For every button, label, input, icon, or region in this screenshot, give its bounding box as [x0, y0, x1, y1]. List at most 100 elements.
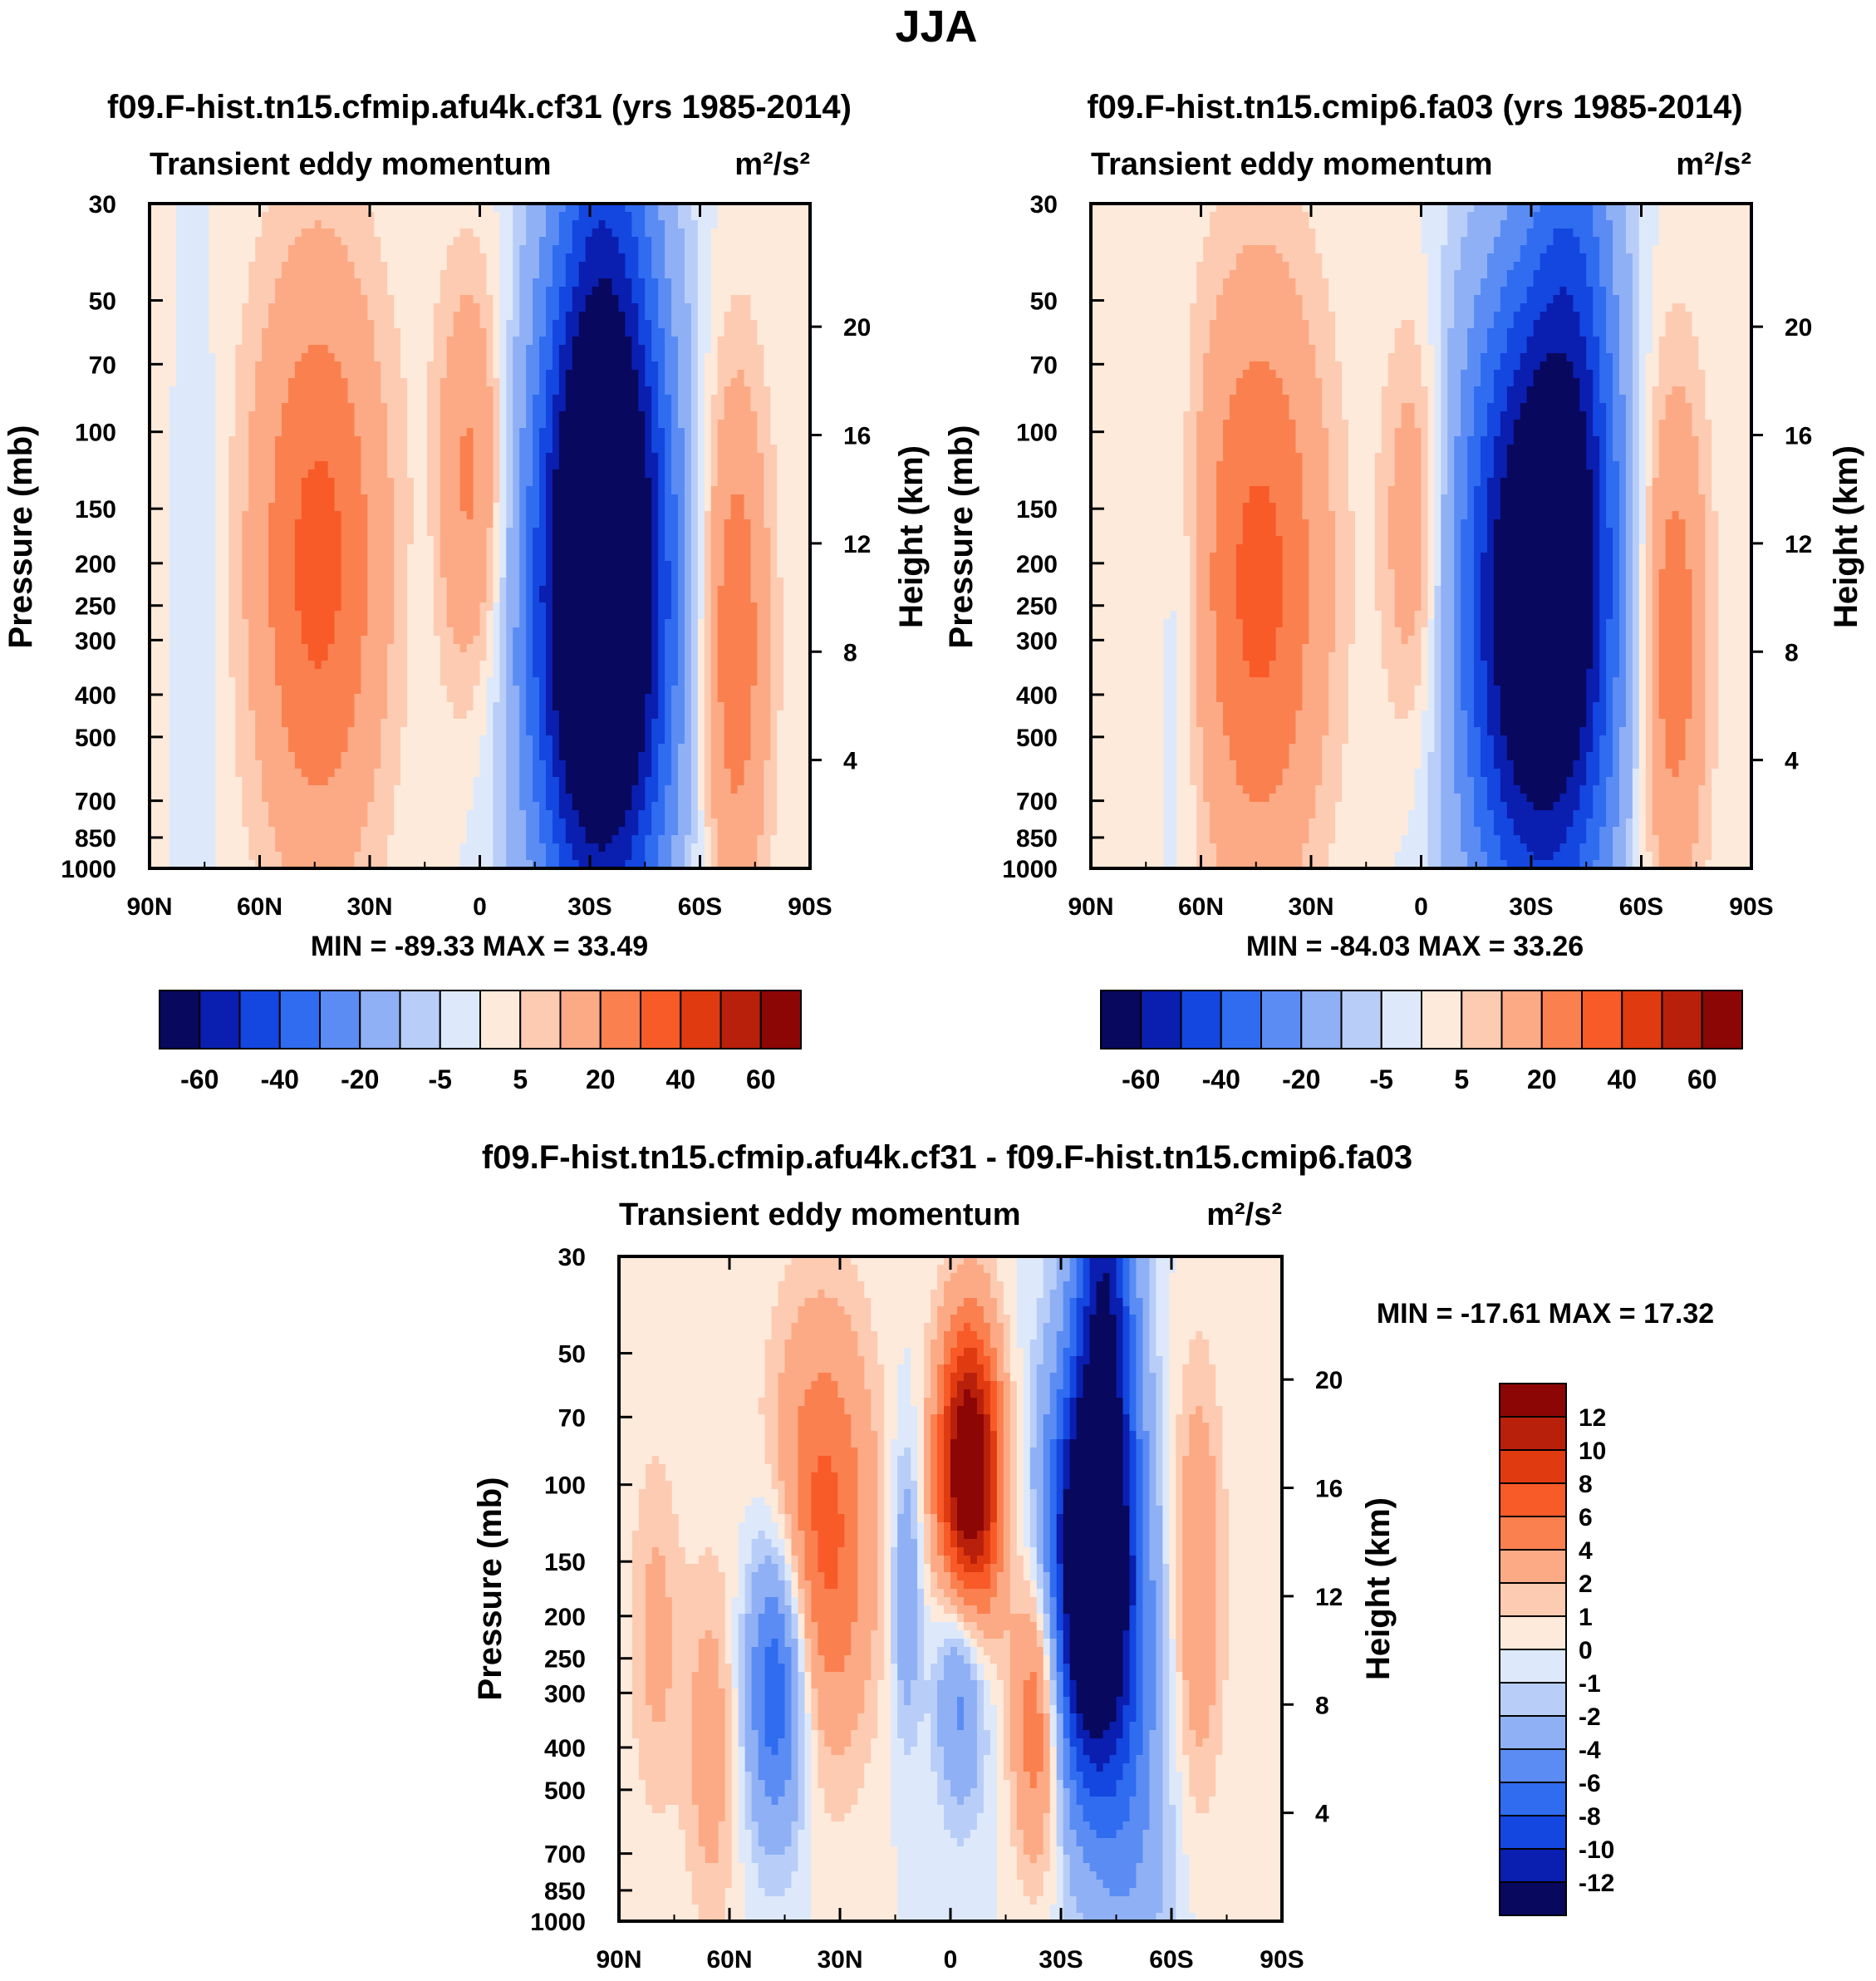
contour-cell	[566, 229, 573, 238]
contour-cell	[499, 278, 507, 288]
contour-cell	[606, 237, 613, 246]
contour-cell	[579, 270, 587, 279]
contour-cell	[757, 278, 764, 288]
contour-cell	[295, 212, 302, 221]
contour-cell	[302, 337, 309, 346]
contour-cell	[625, 229, 632, 238]
contour-cell	[618, 312, 626, 321]
contour-cell	[783, 270, 791, 279]
contour-cell	[691, 278, 699, 288]
contour-cell	[519, 278, 527, 288]
contour-cell	[718, 345, 725, 354]
contour-cell	[757, 287, 764, 296]
contour-cell	[361, 245, 368, 254]
contour-cell	[196, 328, 204, 337]
contour-cell	[295, 262, 302, 271]
contour-cell	[440, 328, 448, 337]
contour-cell	[790, 312, 798, 321]
contour-cell	[163, 287, 170, 296]
contour-cell	[282, 262, 289, 271]
contour-cell	[407, 245, 415, 254]
contour-cell	[783, 278, 791, 288]
contour-cell	[407, 320, 415, 329]
contour-cell	[460, 328, 468, 337]
contour-cell	[189, 229, 197, 238]
contour-cell	[738, 262, 745, 271]
contour-cell	[671, 328, 679, 337]
contour-cell	[228, 212, 236, 221]
contour-cell	[235, 337, 243, 346]
contour-cell	[268, 212, 276, 221]
contour-cell	[302, 278, 309, 288]
contour-cell	[447, 353, 454, 362]
contour-cell	[394, 229, 401, 238]
contour-cell	[724, 220, 732, 229]
contour-cell	[757, 312, 764, 321]
contour-cell	[348, 337, 356, 346]
contour-cell	[262, 278, 269, 288]
contour-cell	[513, 320, 520, 329]
contour-cell	[367, 270, 375, 279]
contour-cell	[341, 328, 349, 337]
contour-cell	[783, 320, 791, 329]
contour-cell	[407, 295, 415, 304]
contour-cell	[156, 237, 164, 246]
contour-cell	[724, 295, 732, 304]
contour-cell	[612, 270, 620, 279]
contour-cell	[203, 345, 210, 354]
contour-cell	[407, 237, 415, 246]
contour-cell	[645, 278, 652, 288]
contour-cell	[618, 212, 626, 221]
contour-cell	[156, 320, 164, 329]
contour-cell	[302, 270, 309, 279]
contour-cell	[248, 303, 256, 312]
contour-cell	[750, 295, 758, 304]
contour-cell	[552, 287, 560, 296]
contour-cell	[216, 328, 223, 337]
contour-cell	[718, 287, 725, 296]
contour-cell	[599, 229, 607, 238]
contour-cell	[414, 337, 421, 346]
contour-cell	[486, 253, 494, 263]
contour-cell	[183, 245, 190, 254]
contour-cell	[638, 295, 646, 304]
contour-cell	[348, 303, 356, 312]
contour-cell	[467, 262, 474, 271]
contour-cell	[308, 212, 316, 221]
contour-cell	[757, 253, 764, 263]
contour-cell	[203, 253, 210, 263]
contour-cell	[361, 287, 368, 296]
contour-cell	[480, 237, 488, 246]
contour-cell	[454, 245, 461, 254]
contour-cell	[381, 278, 388, 288]
contour-cell	[308, 337, 316, 346]
contour-cell	[592, 312, 600, 321]
contour-cell	[361, 312, 368, 321]
contour-cell	[651, 337, 659, 346]
contour-cell	[566, 245, 573, 254]
contour-cell	[315, 337, 322, 346]
contour-cell	[262, 229, 269, 238]
contour-cell	[552, 212, 560, 221]
contour-cell	[665, 220, 672, 229]
contour-cell	[367, 237, 375, 246]
contour-cell	[414, 320, 421, 329]
contour-cell	[559, 229, 567, 238]
contour-cell	[612, 245, 620, 254]
contour-cell	[189, 262, 197, 271]
contour-cell	[322, 270, 329, 279]
contour-cell	[486, 312, 494, 321]
contour-cell	[698, 320, 705, 329]
contour-cell	[705, 345, 712, 354]
contour-cell	[566, 253, 573, 263]
contour-cell	[552, 229, 560, 238]
contour-cell	[354, 303, 361, 312]
contour-cell	[248, 345, 256, 354]
contour-cell	[658, 270, 665, 279]
contour-cell	[645, 220, 652, 229]
contour-cell	[506, 229, 513, 238]
contour-cell	[235, 345, 243, 354]
contour-cell	[678, 212, 685, 221]
contour-cell	[519, 237, 527, 246]
contour-cell	[374, 320, 381, 329]
